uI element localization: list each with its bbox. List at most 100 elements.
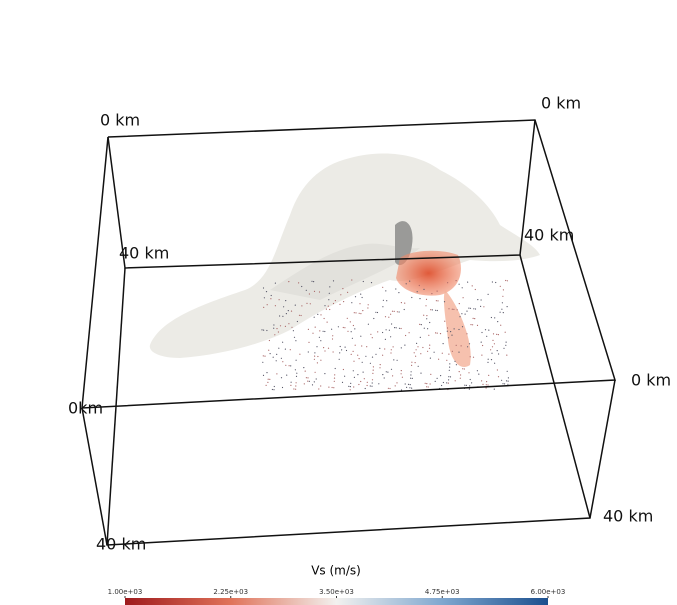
dot: [447, 382, 449, 384]
dot: [507, 377, 509, 379]
dot: [313, 316, 315, 318]
dot: [497, 376, 500, 378]
dot: [274, 282, 276, 284]
dot: [419, 298, 421, 300]
dot: [354, 344, 356, 346]
dot: [450, 331, 452, 333]
dot: [488, 329, 490, 331]
dot: [301, 305, 303, 307]
dot: [455, 344, 457, 346]
dot: [501, 308, 503, 310]
dot: [341, 349, 343, 351]
dot: [263, 306, 265, 308]
dot: [390, 349, 392, 351]
dot: [385, 290, 387, 292]
dot: [487, 384, 489, 386]
dot: [449, 363, 451, 365]
dot: [431, 293, 433, 295]
dot: [265, 291, 268, 293]
dot: [285, 364, 287, 366]
dot: [296, 372, 298, 374]
dot: [320, 314, 322, 316]
dot: [430, 373, 432, 375]
dot: [390, 368, 393, 370]
dot: [344, 375, 346, 377]
bounding-box: [81, 119, 616, 546]
dot: [385, 329, 387, 331]
dot: [497, 334, 499, 336]
dot: [348, 385, 350, 387]
dot: [304, 370, 306, 372]
dot: [353, 360, 355, 362]
dot: [383, 377, 385, 379]
dot: [326, 321, 328, 323]
dot: [428, 347, 431, 349]
dot: [496, 350, 498, 352]
dot: [332, 302, 335, 305]
dot: [371, 337, 373, 339]
dot: [434, 380, 436, 382]
dot: [472, 317, 474, 319]
dot: [294, 369, 296, 371]
dot: [317, 355, 319, 358]
dot: [312, 332, 314, 334]
dot: [376, 311, 379, 314]
dot: [390, 336, 392, 338]
dot: [476, 324, 479, 326]
dot: [262, 287, 265, 289]
dot: [429, 383, 431, 385]
dot: [295, 340, 297, 342]
dot: [415, 355, 417, 357]
dot: [355, 312, 357, 314]
dot: [353, 312, 355, 314]
dot: [493, 388, 495, 390]
dot: [505, 279, 507, 282]
dot: [458, 283, 460, 285]
dot: [298, 282, 300, 284]
dot: [382, 286, 384, 288]
dot: [342, 288, 344, 290]
dot: [290, 384, 292, 386]
dot: [313, 358, 315, 360]
axis-label: 0 km: [541, 94, 581, 113]
dot: [464, 384, 466, 386]
dot: [273, 324, 275, 326]
dot: [468, 372, 470, 374]
dot: [272, 356, 274, 358]
dot: [427, 328, 429, 330]
dot: [314, 355, 316, 357]
dot: [320, 385, 322, 387]
dot: [342, 368, 344, 371]
dot: [377, 331, 379, 333]
dot: [276, 353, 278, 355]
dot: [396, 359, 398, 361]
dot: [387, 387, 389, 389]
dot: [410, 371, 412, 373]
dot: [387, 371, 389, 373]
dot: [484, 329, 487, 331]
dot: [275, 360, 277, 362]
dot: [446, 382, 448, 384]
dot: [499, 285, 501, 287]
dot: [283, 306, 285, 308]
dot: [393, 359, 395, 361]
dot: [332, 351, 334, 353]
dot: [463, 368, 465, 370]
dot: [262, 355, 264, 357]
dot: [506, 354, 508, 356]
dot: [358, 383, 360, 386]
dot: [448, 376, 450, 378]
dot: [506, 306, 508, 308]
dot: [269, 353, 271, 355]
tick-label: 4.75e+03: [425, 588, 460, 596]
dot: [442, 381, 444, 384]
dot: [366, 384, 368, 387]
dot: [429, 321, 431, 324]
dot: [367, 323, 369, 325]
dot: [410, 374, 412, 376]
dot: [427, 386, 429, 388]
dot: [501, 379, 503, 381]
dot: [385, 371, 387, 373]
dot: [349, 389, 351, 391]
dot: [332, 335, 334, 337]
